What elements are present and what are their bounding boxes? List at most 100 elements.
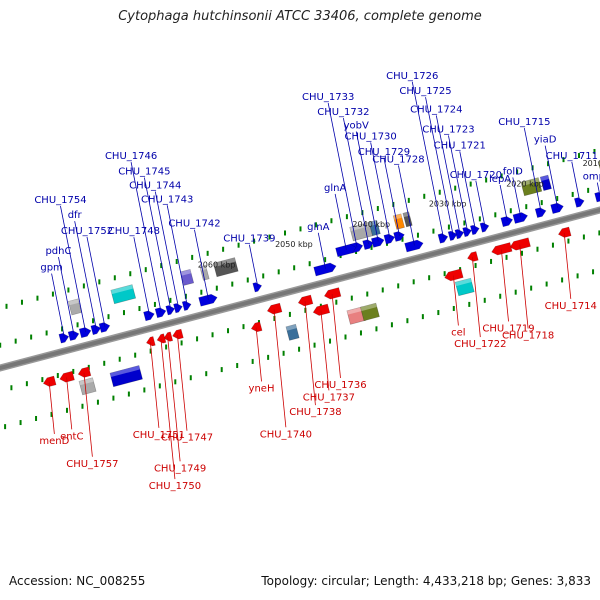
gene-arrow[interactable] <box>266 303 282 315</box>
gene-arrow[interactable] <box>557 226 572 239</box>
gene-label[interactable]: CHU_1726 <box>386 71 438 82</box>
gene-label[interactable]: CHU_1739 <box>223 234 275 245</box>
gene-arrow[interactable] <box>143 310 155 321</box>
gene-arrow[interactable] <box>371 236 385 248</box>
gene-arrow[interactable] <box>250 321 263 333</box>
gene-label[interactable]: CHU_1724 <box>410 104 462 115</box>
gene-label[interactable]: CHU_1736 <box>314 380 366 391</box>
gene-label[interactable]: CHU_1757 <box>66 459 118 470</box>
gene-label[interactable]: CHU_1750 <box>149 481 201 492</box>
gene-arrow[interactable] <box>312 303 330 317</box>
gene-arrow[interactable] <box>182 300 192 311</box>
gene-label[interactable]: CHU_1744 <box>129 181 181 192</box>
gene-arrow[interactable] <box>156 333 166 345</box>
gene-label[interactable]: CHU_1729 <box>358 147 410 158</box>
gene-arrow[interactable] <box>491 242 513 257</box>
feature-box[interactable] <box>360 302 380 322</box>
gene-label[interactable]: pdhC <box>45 246 71 257</box>
gene-arrow[interactable] <box>68 329 80 341</box>
gene-arrow[interactable] <box>535 206 547 218</box>
gene-arrow[interactable] <box>252 281 263 293</box>
gene-label[interactable]: glnA <box>307 222 329 233</box>
gene-arrow[interactable] <box>173 302 183 313</box>
feature-box[interactable] <box>110 284 137 305</box>
feature-box[interactable] <box>67 298 82 316</box>
feature-box[interactable] <box>368 219 381 237</box>
gene-label[interactable]: CHU_1747 <box>161 433 213 444</box>
gene-arrow[interactable] <box>550 202 565 214</box>
gene-label[interactable]: CHU_1754 <box>34 195 86 206</box>
feature-box[interactable] <box>454 277 475 297</box>
gene-label[interactable]: CHU_1752 <box>61 226 113 237</box>
gene-label[interactable]: CHU_1742 <box>168 219 220 230</box>
gene-label[interactable]: CHU_1749 <box>154 463 206 474</box>
feature-box[interactable] <box>212 257 239 278</box>
gene-label[interactable]: CHU_1711 <box>546 151 598 162</box>
gene-label[interactable]: CHU_1748 <box>108 226 160 237</box>
gene-label[interactable]: CHU_1737 <box>303 392 355 403</box>
gene-label[interactable]: CHU_1746 <box>105 151 157 162</box>
gene-arrow[interactable] <box>165 304 176 315</box>
gene-arrow[interactable] <box>512 211 529 224</box>
feature-box[interactable] <box>109 365 143 388</box>
gene-label[interactable]: cel <box>451 327 465 338</box>
gene-label[interactable]: CHU_1730 <box>345 131 397 142</box>
gene-label[interactable]: CHU_1738 <box>289 407 341 418</box>
gene-arrow[interactable] <box>574 196 585 208</box>
gene-label[interactable]: yobV <box>344 121 369 132</box>
gene-label[interactable]: CHU_1723 <box>422 124 474 135</box>
feature-box[interactable] <box>285 323 300 341</box>
gene-arrow[interactable] <box>99 321 111 333</box>
gene-label[interactable]: CHU_1725 <box>399 86 451 97</box>
gene-label[interactable]: folD <box>503 166 523 177</box>
gene-label[interactable]: yiaD <box>534 135 557 146</box>
gene-arrow[interactable] <box>198 293 219 307</box>
gene-label[interactable]: CHU_1721 <box>434 140 486 151</box>
gene-label[interactable]: CHU_1714 <box>545 301 597 312</box>
gene-arrow[interactable] <box>448 230 458 241</box>
gene-label[interactable]: CHU_1720 <box>450 170 502 181</box>
gene-label[interactable]: menD <box>39 436 69 447</box>
gene-label[interactable]: CHU_1715 <box>498 117 550 128</box>
gene-label[interactable]: CHU_1728 <box>372 154 424 165</box>
gene-arrow[interactable] <box>77 366 91 379</box>
gene-label[interactable]: CHU_1718 <box>502 331 554 342</box>
gene-arrow[interactable] <box>500 215 514 227</box>
gene-arrow[interactable] <box>297 294 313 307</box>
gene-arrow[interactable] <box>470 224 480 235</box>
gene-arrow[interactable] <box>362 238 375 250</box>
gene-label[interactable]: CHU_1751 <box>133 430 185 441</box>
gene-label[interactable]: CHU_1733 <box>302 92 354 103</box>
gene-arrow[interactable] <box>163 331 173 343</box>
gene-arrow[interactable] <box>59 371 75 383</box>
gene-label[interactable]: dfr <box>68 210 83 221</box>
gene-arrow[interactable] <box>466 251 479 262</box>
gene-label[interactable]: CHU_1722 <box>454 339 506 350</box>
gene-arrow[interactable] <box>509 237 531 252</box>
gene-arrow[interactable] <box>454 228 465 239</box>
gene-label[interactable]: entC <box>60 431 83 442</box>
gene-label[interactable]: CHU_1732 <box>317 107 369 118</box>
gene-label[interactable]: gpm <box>40 263 62 274</box>
gene-arrow[interactable] <box>145 336 156 347</box>
gene-label[interactable]: CHU_1745 <box>118 167 170 178</box>
gene-arrow[interactable] <box>404 239 425 253</box>
feature-box[interactable] <box>539 174 552 192</box>
gene-arrow[interactable] <box>383 233 396 245</box>
feature-box[interactable] <box>78 377 97 396</box>
gene-label[interactable]: lepA <box>489 174 511 185</box>
gene-label[interactable]: CHU_1719 <box>482 323 534 334</box>
gene-label[interactable]: CHU_1743 <box>141 194 193 205</box>
gene-label[interactable]: yneH <box>249 383 275 394</box>
gene-arrow[interactable] <box>323 287 341 301</box>
gene-arrow[interactable] <box>42 376 57 388</box>
gene-arrow[interactable] <box>79 326 92 338</box>
gene-arrow[interactable] <box>58 332 70 344</box>
gene-arrow[interactable] <box>480 221 490 233</box>
gene-label[interactable]: CHU_1740 <box>260 429 312 440</box>
gene-arrow[interactable] <box>335 243 358 257</box>
gene-arrow[interactable] <box>444 268 464 282</box>
gene-arrow[interactable] <box>155 307 167 318</box>
gene-arrow[interactable] <box>90 324 102 335</box>
